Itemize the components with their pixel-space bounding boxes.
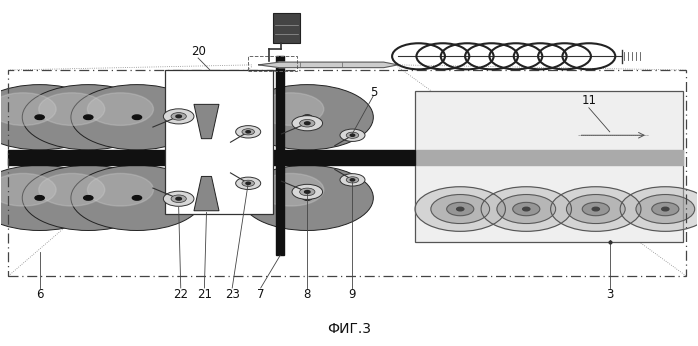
Circle shape <box>0 85 105 150</box>
Circle shape <box>163 191 194 206</box>
Bar <box>272 13 300 43</box>
Circle shape <box>242 180 255 186</box>
Text: ФИГ.3: ФИГ.3 <box>327 322 371 336</box>
Bar <box>8 70 686 276</box>
Text: 3: 3 <box>606 288 614 301</box>
Circle shape <box>236 126 261 138</box>
Circle shape <box>246 182 251 184</box>
Circle shape <box>133 195 142 200</box>
Circle shape <box>292 116 322 131</box>
Text: 6: 6 <box>36 288 43 301</box>
Bar <box>248 56 297 71</box>
Circle shape <box>415 187 505 231</box>
Circle shape <box>620 187 698 231</box>
Circle shape <box>592 207 600 211</box>
Bar <box>415 150 683 165</box>
Circle shape <box>171 195 186 202</box>
Circle shape <box>0 93 56 125</box>
Text: 8: 8 <box>304 288 311 301</box>
Circle shape <box>350 179 355 181</box>
Circle shape <box>340 129 365 142</box>
Circle shape <box>0 173 56 206</box>
Circle shape <box>71 165 203 230</box>
Circle shape <box>567 194 625 224</box>
Text: 22: 22 <box>173 288 188 301</box>
Circle shape <box>176 115 181 118</box>
Circle shape <box>523 207 530 211</box>
Circle shape <box>87 173 154 206</box>
Circle shape <box>299 188 315 195</box>
Circle shape <box>176 197 181 200</box>
Circle shape <box>39 173 105 206</box>
Circle shape <box>246 131 251 133</box>
Circle shape <box>236 177 261 190</box>
Circle shape <box>304 191 310 193</box>
Circle shape <box>431 194 489 224</box>
Circle shape <box>242 165 373 230</box>
Text: 7: 7 <box>257 288 265 301</box>
Circle shape <box>133 115 142 119</box>
Circle shape <box>303 195 312 200</box>
Text: 21: 21 <box>197 288 212 301</box>
Text: 11: 11 <box>581 94 596 107</box>
Circle shape <box>481 187 572 231</box>
Circle shape <box>303 115 312 119</box>
Circle shape <box>84 195 93 200</box>
Circle shape <box>258 173 324 206</box>
Text: 9: 9 <box>349 288 356 301</box>
Bar <box>415 91 683 242</box>
Text: 20: 20 <box>191 45 206 58</box>
Polygon shape <box>194 176 219 211</box>
Circle shape <box>35 195 44 200</box>
Polygon shape <box>194 104 219 139</box>
Circle shape <box>513 202 540 216</box>
Circle shape <box>292 184 322 199</box>
Text: 23: 23 <box>225 288 239 301</box>
Circle shape <box>582 202 609 216</box>
Circle shape <box>0 165 105 230</box>
Circle shape <box>171 112 186 120</box>
Circle shape <box>497 194 556 224</box>
Circle shape <box>22 85 154 150</box>
Circle shape <box>299 119 315 127</box>
Text: 5: 5 <box>370 86 377 99</box>
Circle shape <box>456 207 464 211</box>
Circle shape <box>242 85 373 150</box>
Circle shape <box>84 115 93 119</box>
Circle shape <box>22 165 154 230</box>
Circle shape <box>71 85 203 150</box>
Bar <box>8 150 415 165</box>
Circle shape <box>350 134 355 136</box>
Circle shape <box>242 129 255 135</box>
Circle shape <box>346 177 359 183</box>
Circle shape <box>35 115 44 119</box>
Circle shape <box>636 194 695 224</box>
Bar <box>165 70 272 214</box>
Circle shape <box>39 93 105 125</box>
Circle shape <box>340 174 365 186</box>
Circle shape <box>304 122 310 125</box>
Circle shape <box>652 202 679 216</box>
Circle shape <box>551 187 641 231</box>
Circle shape <box>447 202 474 216</box>
Circle shape <box>662 207 669 211</box>
Circle shape <box>258 93 324 125</box>
Circle shape <box>87 93 154 125</box>
Circle shape <box>163 109 194 124</box>
Bar <box>276 56 284 255</box>
Circle shape <box>346 132 359 138</box>
Polygon shape <box>259 62 398 67</box>
